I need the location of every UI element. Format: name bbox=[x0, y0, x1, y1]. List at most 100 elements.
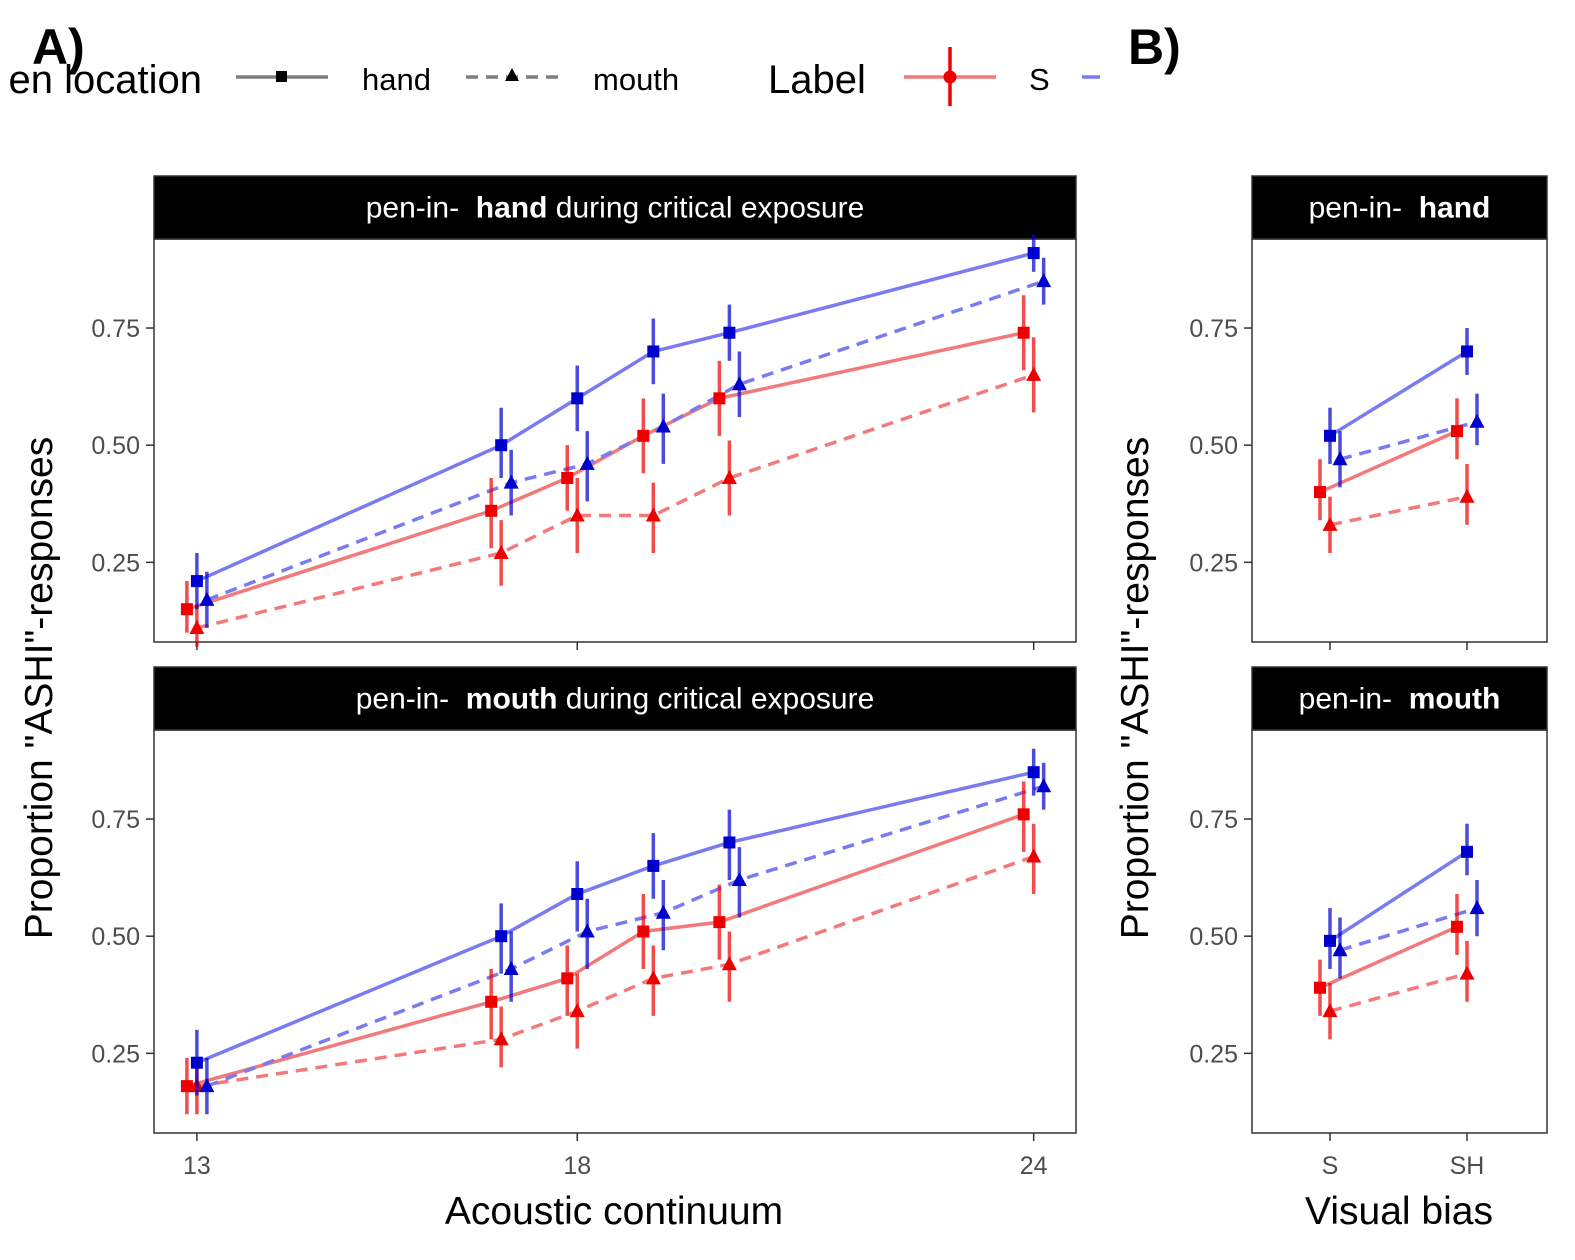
point-square-SH-hand bbox=[723, 836, 736, 849]
point-triangle-SH-mouth bbox=[1469, 413, 1485, 428]
point-square-SH-hand bbox=[190, 1056, 203, 1069]
point-triangle-SH-mouth bbox=[579, 455, 595, 470]
series-line-SH-mouth bbox=[1339, 420, 1478, 461]
series-line-SH-mouth bbox=[206, 279, 1045, 602]
point-triangle-SH-mouth bbox=[199, 1078, 215, 1093]
point-triangle-SH-mouth bbox=[1036, 778, 1052, 793]
series-line-S-hand bbox=[1319, 925, 1458, 990]
point-triangle-S-mouth bbox=[1026, 366, 1042, 381]
point-square-S-hand bbox=[180, 603, 193, 616]
point-square-S-hand bbox=[180, 1080, 193, 1093]
point-square-SH-hand bbox=[1324, 934, 1336, 947]
legend: en location hand mouth Label S bbox=[9, 47, 1100, 106]
point-square-S-hand bbox=[561, 471, 574, 484]
x-tick-label: 18 bbox=[563, 1152, 591, 1180]
facet-strip-label: pen-in- hand bbox=[1309, 192, 1491, 225]
facet-strip bbox=[153, 175, 1077, 240]
legend-key-S bbox=[904, 47, 996, 106]
series-line-S-mouth bbox=[1329, 971, 1468, 1013]
series-line-S-mouth bbox=[1329, 495, 1468, 527]
series-line-S-mouth bbox=[196, 373, 1035, 630]
legend-label-title: Label bbox=[768, 58, 866, 102]
point-triangle-SH-mouth bbox=[503, 960, 519, 975]
facet-visual-pen-in-mouth: pen-in- mouth 0.25 0.50 0.75 S SH bbox=[1189, 666, 1548, 1180]
point-square-SH-hand bbox=[1027, 766, 1040, 779]
point-square-SH-hand bbox=[1461, 345, 1473, 358]
facet-visual-pen-in-hand: pen-in- hand 0.25 0.50 0.75 bbox=[1189, 175, 1548, 650]
y-tick-label: 0.25 bbox=[1189, 1040, 1238, 1068]
legend-key-hand-label: hand bbox=[362, 62, 431, 97]
point-triangle-S-mouth bbox=[1459, 965, 1475, 980]
point-triangle-S-mouth bbox=[721, 469, 737, 484]
panel-b-x-axis-title: Visual bias bbox=[1305, 1190, 1493, 1233]
point-square-SH-hand bbox=[190, 575, 203, 588]
point-triangle-SH-mouth bbox=[731, 871, 747, 886]
y-tick-label: 0.75 bbox=[91, 806, 140, 834]
x-tick-label: S bbox=[1322, 1152, 1339, 1180]
point-square-SH-hand bbox=[1461, 845, 1473, 858]
series-line-SH-mouth bbox=[206, 784, 1045, 1088]
x-tick-label: 24 bbox=[1020, 1152, 1048, 1180]
legend-key-S-label: S bbox=[1029, 62, 1050, 97]
point-triangle-S-mouth bbox=[1459, 488, 1475, 503]
panel-a-x-axis-title: Acoustic continuum bbox=[445, 1190, 783, 1233]
point-triangle-SH-mouth bbox=[1469, 900, 1485, 915]
panel-border bbox=[153, 238, 1077, 643]
point-square-S-hand bbox=[485, 504, 498, 517]
legend-pen-location-title: en location bbox=[9, 58, 202, 102]
facet-strip-suffix: during critical exposure bbox=[547, 192, 864, 225]
facet-strip-prefix: pen-in- bbox=[366, 192, 476, 225]
facet-strip bbox=[153, 666, 1077, 731]
x-tick-label: 13 bbox=[183, 1152, 211, 1180]
point-triangle-SH-mouth bbox=[579, 923, 595, 938]
facet-strip bbox=[1251, 666, 1548, 731]
series-line-S-hand bbox=[1319, 429, 1458, 494]
point-square-SH-hand bbox=[647, 859, 660, 872]
facet-strip-label: pen-in- mouth bbox=[1299, 683, 1501, 716]
y-tick-label: 0.50 bbox=[91, 923, 140, 951]
y-tick-label: 0.50 bbox=[1189, 432, 1238, 460]
legend-key-hand-square-icon bbox=[276, 71, 287, 82]
y-tick-label: 0.50 bbox=[91, 432, 140, 460]
point-triangle-S-mouth bbox=[721, 956, 737, 971]
point-triangle-S-mouth bbox=[493, 1031, 509, 1046]
point-triangle-S-mouth bbox=[569, 1003, 585, 1018]
point-triangle-SH-mouth bbox=[655, 904, 671, 919]
point-square-S-hand bbox=[713, 392, 726, 405]
facet-strip bbox=[1251, 175, 1548, 240]
series-line-S-hand bbox=[186, 812, 1025, 1088]
point-triangle-SH-mouth bbox=[731, 376, 747, 391]
point-square-SH-hand bbox=[495, 439, 508, 452]
series-line-S-mouth bbox=[196, 854, 1035, 1088]
series-line-SH-hand bbox=[1329, 850, 1468, 943]
facet-strip-bold: mouth bbox=[466, 683, 558, 716]
panel-border bbox=[1251, 729, 1548, 1134]
legend-key-S-point-icon bbox=[943, 70, 957, 84]
point-square-SH-hand bbox=[495, 930, 508, 943]
point-triangle-S-mouth bbox=[1026, 848, 1042, 863]
y-tick-label: 0.25 bbox=[1189, 549, 1238, 577]
point-square-S-hand bbox=[1017, 326, 1030, 339]
legend-key-mouth-triangle-icon bbox=[505, 68, 519, 81]
point-triangle-SH-mouth bbox=[655, 418, 671, 433]
panel-a-y-axis-title: Proportion "ASHI"-responses bbox=[18, 437, 61, 939]
point-square-S-hand bbox=[1451, 425, 1463, 438]
facet-strip-prefix: pen-in- bbox=[1299, 683, 1409, 716]
point-triangle-SH-mouth bbox=[1332, 942, 1348, 957]
y-tick-label: 0.75 bbox=[1189, 315, 1238, 343]
point-square-S-hand bbox=[637, 925, 650, 938]
legend-key-hand bbox=[236, 71, 328, 82]
point-triangle-SH-mouth bbox=[1036, 273, 1052, 288]
legend-key-mouth bbox=[466, 68, 558, 81]
y-tick-label: 0.75 bbox=[1189, 806, 1238, 834]
facet-strip-bold: mouth bbox=[1409, 683, 1501, 716]
point-square-SH-hand bbox=[723, 326, 736, 339]
series-line-SH-hand bbox=[196, 770, 1035, 1065]
point-square-S-hand bbox=[713, 916, 726, 929]
legend-key-mouth-label: mouth bbox=[593, 62, 679, 97]
facet-strip-prefix: pen-in- bbox=[1309, 192, 1419, 225]
facet-strip-label: pen-in- hand during critical exposure bbox=[366, 192, 865, 225]
x-tick-label: SH bbox=[1450, 1152, 1485, 1180]
facet-strip-label: pen-in- mouth during critical exposure bbox=[356, 683, 875, 716]
